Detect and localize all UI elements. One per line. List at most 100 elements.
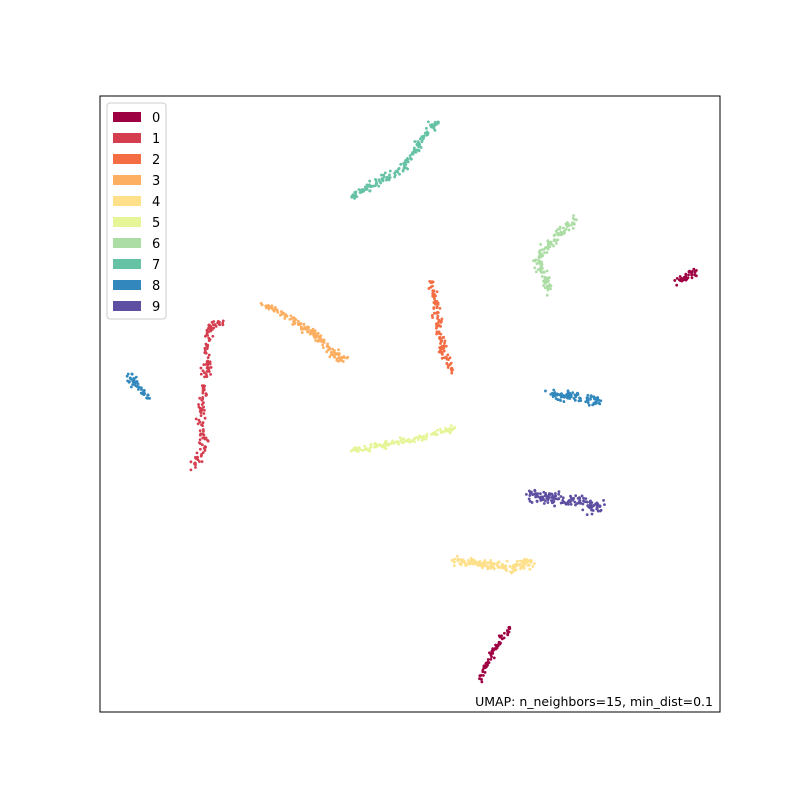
point-6 bbox=[539, 266, 543, 269]
point-2 bbox=[436, 301, 440, 305]
point-9 bbox=[542, 490, 546, 494]
point-5 bbox=[378, 443, 382, 447]
point-6 bbox=[554, 229, 558, 233]
point-9 bbox=[530, 501, 534, 504]
point-1 bbox=[203, 351, 207, 355]
point-1 bbox=[199, 407, 202, 411]
point-1 bbox=[202, 405, 205, 409]
point-1 bbox=[221, 321, 225, 325]
point-1 bbox=[203, 346, 207, 350]
point-2 bbox=[431, 316, 434, 319]
point-3 bbox=[291, 323, 295, 326]
point-3 bbox=[337, 352, 341, 356]
point-8 bbox=[142, 393, 146, 396]
point-7 bbox=[364, 187, 368, 191]
point-6 bbox=[542, 284, 545, 288]
point-7 bbox=[382, 173, 386, 177]
point-2 bbox=[440, 319, 443, 323]
point-1 bbox=[200, 443, 204, 447]
legend-label-3: 3 bbox=[152, 174, 160, 189]
point-1 bbox=[203, 371, 206, 375]
point-3 bbox=[314, 339, 318, 342]
point-3 bbox=[306, 327, 310, 331]
point-8 bbox=[129, 377, 133, 381]
point-9 bbox=[572, 497, 576, 500]
point-1 bbox=[211, 334, 215, 338]
point-7 bbox=[397, 167, 401, 171]
point-0 bbox=[489, 657, 493, 661]
point-1 bbox=[211, 326, 214, 330]
point-4 bbox=[478, 560, 482, 563]
point-1 bbox=[208, 362, 212, 366]
point-2 bbox=[438, 346, 442, 350]
point-2 bbox=[440, 339, 443, 343]
point-4 bbox=[497, 560, 501, 564]
point-7 bbox=[408, 154, 412, 158]
point-9 bbox=[581, 502, 585, 506]
point-5 bbox=[448, 427, 452, 431]
series-5 bbox=[349, 424, 457, 453]
point-6 bbox=[546, 276, 550, 280]
point-2 bbox=[435, 305, 439, 309]
point-5 bbox=[416, 436, 420, 440]
point-3 bbox=[331, 347, 334, 351]
point-4 bbox=[453, 560, 456, 564]
point-8 bbox=[556, 398, 560, 401]
point-6 bbox=[546, 239, 550, 243]
point-7 bbox=[374, 177, 377, 181]
point-8 bbox=[589, 394, 593, 398]
series-2 bbox=[427, 280, 455, 375]
point-4 bbox=[492, 561, 496, 565]
point-5 bbox=[396, 440, 400, 443]
point-4 bbox=[520, 565, 524, 569]
point-5 bbox=[373, 445, 377, 449]
point-4 bbox=[514, 564, 518, 568]
point-9 bbox=[586, 505, 590, 508]
point-4 bbox=[495, 563, 499, 567]
point-4 bbox=[476, 561, 480, 565]
point-0 bbox=[478, 674, 482, 678]
point-5 bbox=[448, 431, 452, 435]
point-7 bbox=[386, 178, 390, 181]
point-1 bbox=[214, 324, 218, 328]
point-4 bbox=[505, 559, 509, 563]
point-1 bbox=[199, 366, 203, 370]
point-4 bbox=[466, 558, 470, 562]
point-7 bbox=[399, 162, 403, 166]
point-9 bbox=[552, 500, 556, 503]
point-6 bbox=[545, 269, 549, 273]
point-9 bbox=[581, 508, 585, 512]
point-7 bbox=[375, 182, 379, 186]
series-9 bbox=[524, 488, 606, 517]
point-3 bbox=[311, 327, 315, 331]
point-2 bbox=[442, 335, 446, 339]
point-1 bbox=[201, 421, 205, 424]
point-1 bbox=[198, 447, 202, 451]
point-5 bbox=[438, 427, 442, 431]
point-5 bbox=[363, 444, 367, 448]
point-0 bbox=[480, 677, 483, 681]
point-7 bbox=[406, 157, 410, 161]
point-8 bbox=[573, 393, 577, 397]
point-2 bbox=[446, 357, 449, 361]
point-1 bbox=[201, 369, 205, 373]
point-7 bbox=[402, 167, 406, 170]
point-3 bbox=[280, 313, 284, 316]
point-3 bbox=[300, 331, 304, 334]
point-6 bbox=[542, 270, 546, 274]
point-7 bbox=[425, 126, 428, 130]
point-6 bbox=[564, 227, 568, 231]
point-9 bbox=[585, 513, 589, 517]
point-8 bbox=[135, 380, 138, 384]
point-6 bbox=[543, 251, 546, 255]
point-5 bbox=[355, 448, 359, 451]
legend-swatch-7 bbox=[113, 259, 141, 269]
point-5 bbox=[381, 445, 385, 449]
point-6 bbox=[555, 242, 558, 245]
legend-label-7: 7 bbox=[152, 258, 160, 273]
point-8 bbox=[586, 396, 590, 400]
point-1 bbox=[193, 461, 197, 465]
point-1 bbox=[194, 417, 198, 421]
point-8 bbox=[140, 388, 143, 391]
point-0 bbox=[690, 276, 694, 280]
